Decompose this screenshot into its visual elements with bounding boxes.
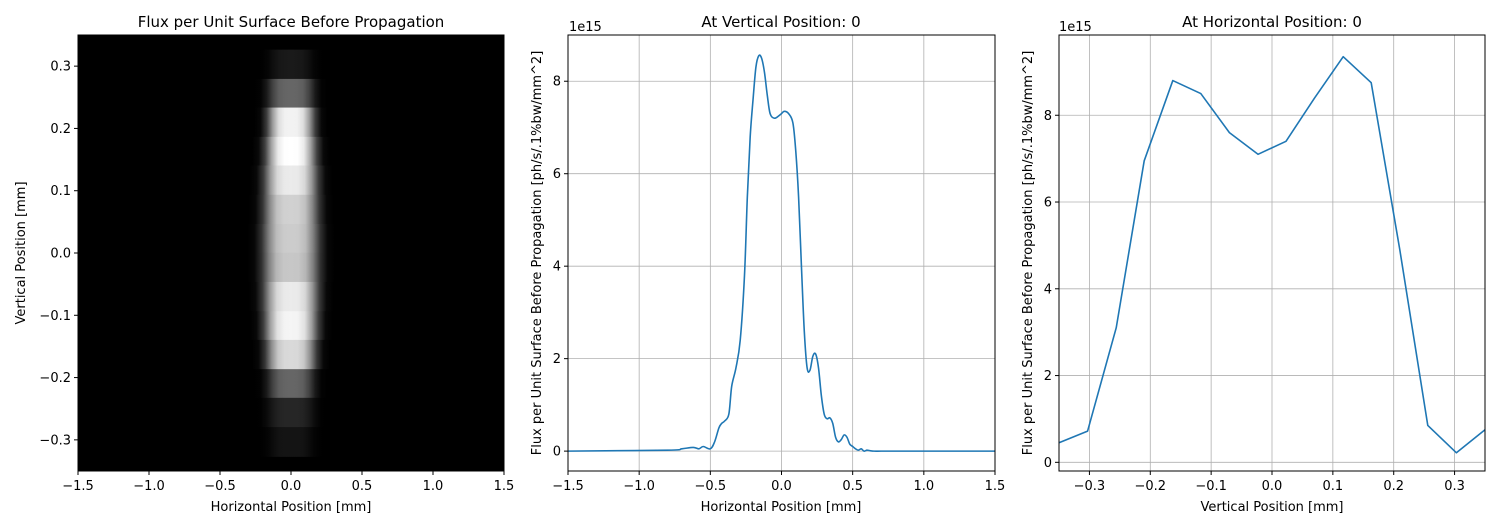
heatmap-row <box>239 224 343 254</box>
heatmap-x-tick-label: −1.0 <box>133 479 165 494</box>
heatmap-frame <box>77 34 505 472</box>
vertical-cut-x-ticks: −0.3 −0.2 −0.1 0.0 0.1 0.2 0.3 <box>1074 471 1465 494</box>
vertical-cut-y-tick-label: 4 <box>1044 282 1052 297</box>
heatmap-y-tick-label: 0.2 <box>50 122 71 137</box>
horizontal-cut-x-ticks: −1.5 −1.0 −0.5 0.0 0.5 1.0 1.5 <box>552 471 1005 494</box>
horizontal-cut-series-line <box>567 54 995 452</box>
vertical-cut-y-tick-label: 0 <box>1044 456 1052 471</box>
heatmap-row <box>251 427 331 457</box>
horizontal-cut-y-tick-label: 4 <box>553 260 561 275</box>
heatmap-y-tick-label: 0.1 <box>50 184 71 199</box>
heatmap-x-tick-label: 0.0 <box>281 479 302 494</box>
heatmap-x-tick-label: −0.5 <box>204 479 236 494</box>
horizontal-cut-title: At Vertical Position: 0 <box>701 13 860 31</box>
heatmap-x-ticks: −1.5 −1.0 −0.5 0.0 0.5 1.0 1.5 <box>62 471 514 494</box>
heatmap-row <box>245 136 337 167</box>
heatmap-x-tick-label: 1.0 <box>423 479 444 494</box>
vertical-cut-x-tick-label: −0.3 <box>1074 479 1106 494</box>
vertical-cut-y-tick-label: 2 <box>1044 369 1052 384</box>
vertical-cut-x-tick-label: −0.1 <box>1195 479 1227 494</box>
heatmap-x-label: Horizontal Position [mm] <box>211 500 372 515</box>
horizontal-cut-y-ticks: 0 2 4 6 8 <box>553 75 568 460</box>
heatmap-y-label: Vertical Position [mm] <box>14 181 29 324</box>
heatmap-y-tick-label: −0.3 <box>39 433 71 448</box>
heatmap-y-tick-label: 0.3 <box>50 60 71 75</box>
heatmap-title: Flux per Unit Surface Before Propagation <box>138 13 445 31</box>
vertical-cut-grid <box>1059 35 1485 471</box>
heatmap-x-tick-label: −1.5 <box>62 479 94 494</box>
heatmap-row <box>251 49 331 80</box>
horizontal-cut-y-tick-label: 0 <box>553 445 561 460</box>
heatmap-row <box>248 369 334 399</box>
vertical-cut-x-tick-label: 0.2 <box>1383 479 1404 494</box>
heatmap-x-tick-label: 1.5 <box>494 479 515 494</box>
horizontal-cut-x-tick-label: 1.0 <box>913 479 934 494</box>
heatmap-row <box>245 339 337 370</box>
vertical-cut-x-tick-label: 0.1 <box>1323 479 1344 494</box>
horizontal-cut-x-tick-label: −1.0 <box>623 479 655 494</box>
vertical-cut-y-offset: 1e15 <box>1059 20 1092 35</box>
heatmap-row <box>242 165 340 196</box>
horizontal-cut-x-tick-label: −1.5 <box>552 479 584 494</box>
horizontal-cut-x-tick-label: 0.0 <box>771 479 792 494</box>
vertical-cut-y-tick-label: 8 <box>1044 109 1052 124</box>
heatmap-row <box>248 78 334 109</box>
heatmap-row <box>242 311 340 342</box>
horizontal-cut-y-tick-label: 6 <box>553 167 561 182</box>
vertical-cut-y-tick-label: 6 <box>1044 196 1052 211</box>
heatmap-y-ticks: −0.3 −0.2 −0.1 0.0 0.1 0.2 0.3 <box>39 60 78 448</box>
heatmap-image <box>78 35 504 471</box>
heatmap-x-tick-label: 0.5 <box>352 479 373 494</box>
heatmap-y-tick-label: −0.1 <box>39 309 71 324</box>
vertical-cut-x-label: Vertical Position [mm] <box>1200 500 1343 515</box>
horizontal-cut-x-tick-label: 0.5 <box>842 479 863 494</box>
horizontal-cut-y-tick-label: 2 <box>553 352 561 367</box>
horizontal-cut-panel: At Vertical Position: 0 −1.5 −1.0 −0.5 0.0 0… <box>530 13 1005 515</box>
vertical-cut-y-label: Flux per Unit Surface Before Propagation… <box>1021 51 1036 456</box>
horizontal-cut-y-label: Flux per Unit Surface Before Propagation… <box>530 51 545 456</box>
vertical-cut-frame <box>1058 34 1486 472</box>
heatmap-y-tick-label: −0.2 <box>39 371 71 386</box>
heatmap-row <box>241 281 341 312</box>
vertical-cut-title: At Horizontal Position: 0 <box>1182 13 1362 31</box>
vertical-cut-series-line <box>1058 55 1486 454</box>
horizontal-cut-y-tick-label: 8 <box>553 75 561 90</box>
heatmap-row <box>239 252 343 283</box>
vertical-cut-x-tick-label: 0.3 <box>1444 479 1465 494</box>
vertical-cut-x-tick-label: 0.0 <box>1262 479 1283 494</box>
horizontal-cut-x-tick-label: 1.5 <box>985 479 1006 494</box>
heatmap-y-tick-label: 0.0 <box>50 247 71 262</box>
heatmap-row <box>248 397 334 428</box>
vertical-cut-y-ticks: 0 2 4 6 8 <box>1044 109 1059 471</box>
horizontal-cut-frame <box>567 34 996 472</box>
horizontal-cut-y-offset: 1e15 <box>569 20 602 35</box>
heatmap-panel: Flux per Unit Surface Before Propagation… <box>14 13 514 515</box>
horizontal-cut-x-label: Horizontal Position [mm] <box>701 500 862 515</box>
heatmap-row <box>248 107 334 138</box>
vertical-cut-panel: At Horizontal Position: 0 −0.3 −0.2 −0.1 0.… <box>1021 13 1486 515</box>
horizontal-cut-grid <box>567 35 996 471</box>
horizontal-cut-x-tick-label: −0.5 <box>695 479 727 494</box>
heatmap-row <box>241 194 341 225</box>
vertical-cut-x-tick-label: −0.2 <box>1134 479 1166 494</box>
